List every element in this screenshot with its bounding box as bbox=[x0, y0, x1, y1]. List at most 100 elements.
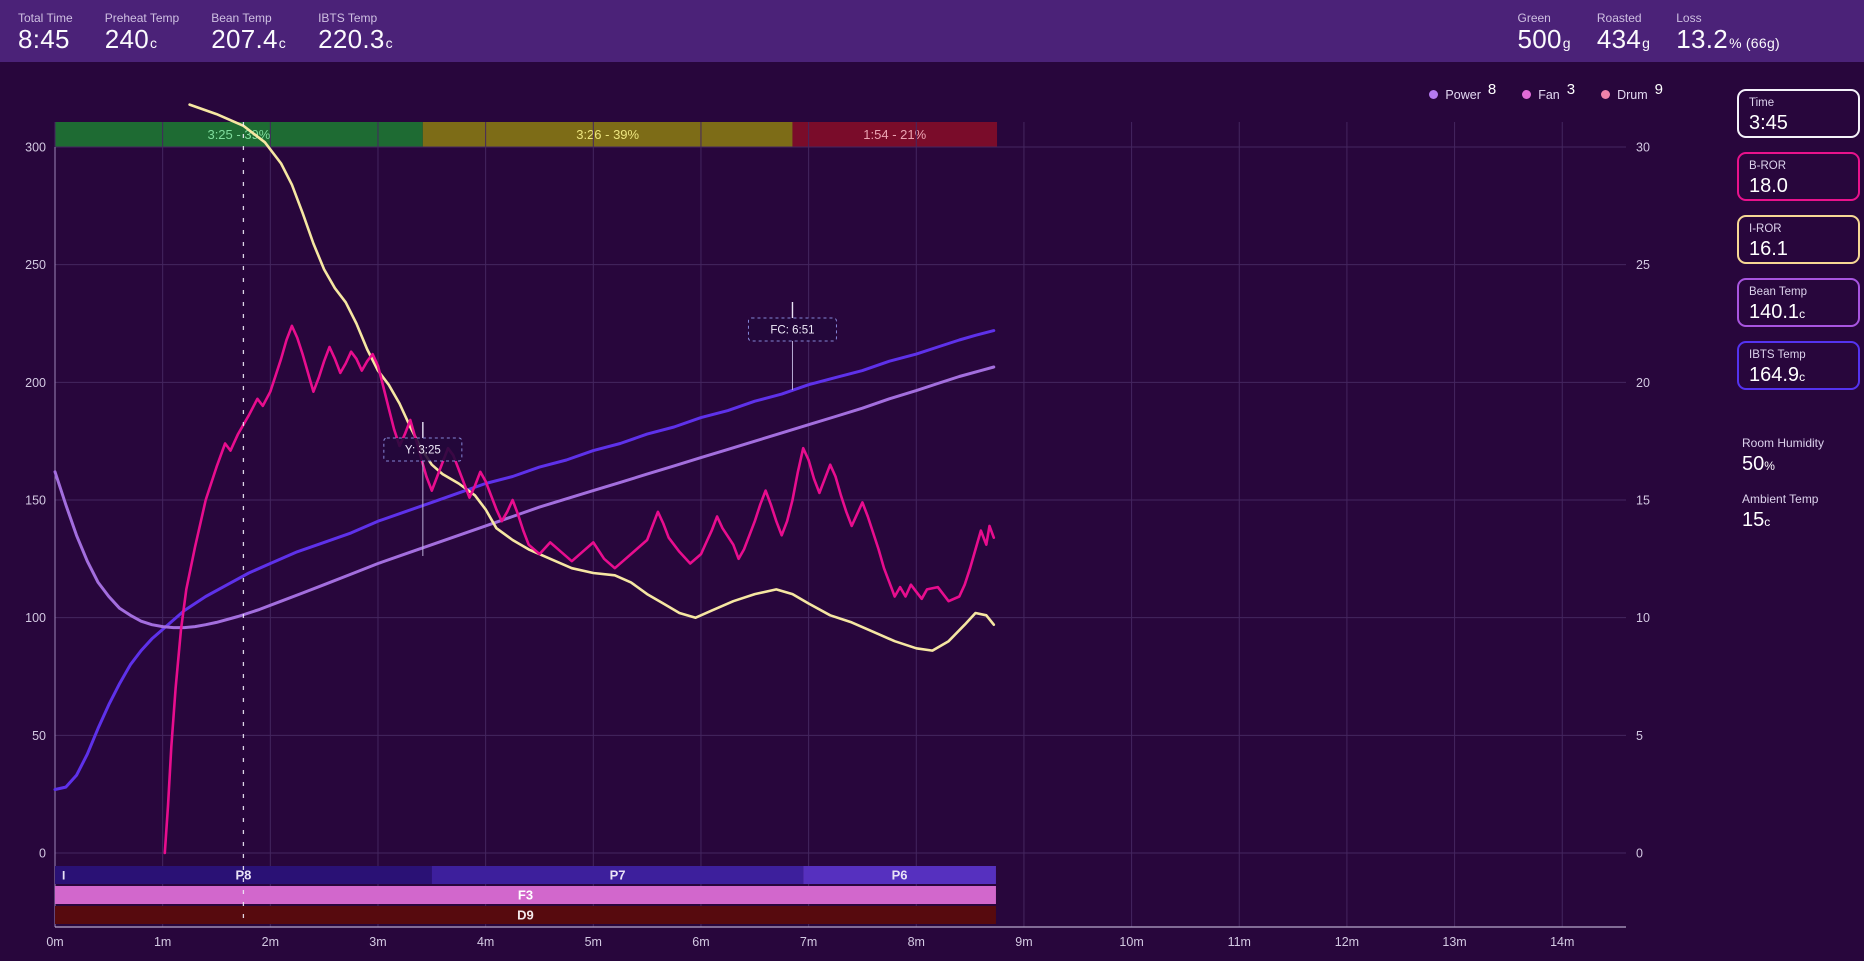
card-label: I-ROR bbox=[1749, 223, 1782, 235]
env-value: 50% bbox=[1742, 453, 1775, 475]
stat-label: Preheat Temp bbox=[104, 10, 180, 25]
x-axis-tick: 10m bbox=[1119, 935, 1143, 949]
stat-ibts-temp: IBTS Temp 220.3c bbox=[318, 11, 393, 52]
stat-value: 13.2% (66g) bbox=[1676, 23, 1780, 54]
x-axis-tick: 2m bbox=[262, 935, 279, 949]
header-right-stats: Green 500g Roasted 434g Loss 13.2% (66g) bbox=[1518, 11, 1781, 52]
stat-preheat-temp: Preheat Temp 240c bbox=[105, 11, 180, 52]
x-axis-tick: 14m bbox=[1550, 935, 1574, 949]
y-axis-right-tick: 20 bbox=[1636, 376, 1650, 390]
phase-segment bbox=[792, 122, 998, 147]
power-bar-segment-p8 bbox=[55, 866, 432, 884]
header-left-stats: Total Time 8:45 Preheat Temp 240c Bean Temp 2… bbox=[18, 11, 393, 52]
y-axis-left-tick: 0 bbox=[39, 847, 46, 861]
roast-curves-chart[interactable]: 3:25 - 39% 3:26 - 39% 1:54 - 21%3002502001… bbox=[0, 62, 1730, 961]
card-value: 16.1 bbox=[1749, 237, 1788, 260]
x-axis-tick: 1m bbox=[154, 935, 171, 949]
live-readings-sidebar: Time 3:45 B-ROR 18.0 I-ROR 16.1 Bean Temp 140.1… bbox=[1730, 62, 1864, 961]
stat-value: 8:45 bbox=[18, 23, 70, 54]
legend-label: Power bbox=[1445, 87, 1481, 102]
svg-text:1:54 - 21%: 1:54 - 21% bbox=[863, 127, 926, 142]
environment-readings: Room Humidity 50% Ambient Temp 15c bbox=[1737, 436, 1860, 532]
y-axis-right-tick: 5 bbox=[1636, 729, 1643, 743]
card-value: 140.1c bbox=[1749, 300, 1806, 323]
y-axis-right-tick: 10 bbox=[1636, 611, 1650, 625]
svg-text:I: I bbox=[62, 869, 65, 883]
y-axis-left-tick: 50 bbox=[32, 729, 46, 743]
reading-card-b-ror: B-ROR 18.0 bbox=[1737, 152, 1860, 201]
legend-item-fan[interactable]: Fan 3 bbox=[1522, 81, 1575, 103]
reading-card-ibts-temp: IBTS Temp 164.9c bbox=[1737, 341, 1860, 390]
svg-text:3:25 - 39%: 3:25 - 39% bbox=[207, 127, 270, 142]
stat-label: Loss bbox=[1676, 10, 1702, 25]
x-axis-tick: 11m bbox=[1228, 935, 1251, 949]
phase-segment bbox=[422, 122, 793, 147]
curve-b-ror bbox=[163, 324, 996, 855]
legend-item-drum[interactable]: Drum 9 bbox=[1601, 81, 1663, 103]
curve-bean-temp bbox=[53, 365, 996, 630]
y-axis-left-tick: 100 bbox=[25, 611, 46, 625]
stat-roasted: Roasted 434g bbox=[1597, 11, 1650, 52]
y-axis-left-tick: 300 bbox=[25, 141, 46, 155]
y-axis-left-tick: 200 bbox=[25, 376, 46, 390]
stat-value: 240c bbox=[104, 23, 158, 54]
env-reading-room-humidity: Room Humidity 50% bbox=[1742, 436, 1860, 476]
x-axis-tick: 0m bbox=[46, 935, 63, 949]
reading-card-i-ror: I-ROR 16.1 bbox=[1737, 215, 1860, 264]
x-axis-tick: 9m bbox=[1015, 935, 1032, 949]
power-bar-segment-p6 bbox=[803, 866, 996, 884]
stat-label: Roasted bbox=[1596, 10, 1642, 25]
card-value: 18.0 bbox=[1749, 174, 1788, 197]
card-value: 3:45 bbox=[1749, 111, 1788, 134]
env-label: Room Humidity bbox=[1742, 436, 1825, 450]
x-axis-tick: 5m bbox=[585, 935, 602, 949]
card-label: Time bbox=[1749, 97, 1775, 109]
reading-card-bean-temp: Bean Temp 140.1c bbox=[1737, 278, 1860, 327]
card-label: Bean Temp bbox=[1749, 286, 1807, 298]
card-value: 164.9c bbox=[1749, 363, 1806, 386]
legend-value: 8 bbox=[1487, 81, 1497, 98]
svg-text:3:26 - 39%: 3:26 - 39% bbox=[576, 127, 639, 142]
legend-label: Drum bbox=[1617, 87, 1648, 102]
legend-value: 3 bbox=[1566, 81, 1576, 98]
phase-segment bbox=[55, 122, 423, 147]
y-axis-left-tick: 150 bbox=[25, 494, 46, 508]
stat-value: 207.4c bbox=[211, 23, 287, 54]
drum-bar-segment-d9 bbox=[55, 906, 996, 924]
legend-value: 9 bbox=[1654, 81, 1663, 98]
legend-item-power[interactable]: Power 8 bbox=[1429, 81, 1496, 103]
reading-cards: Time 3:45 B-ROR 18.0 I-ROR 16.1 Bean Temp 140.1… bbox=[1737, 89, 1860, 390]
stat-value: 500g bbox=[1517, 23, 1571, 54]
svg-text:P8: P8 bbox=[235, 868, 251, 883]
chart-legend: Power 8 Fan 3 Drum 9 bbox=[1429, 81, 1663, 103]
stat-green: Green 500g bbox=[1518, 11, 1571, 52]
x-axis-tick: 8m bbox=[908, 935, 925, 949]
svg-text:P6: P6 bbox=[892, 868, 908, 883]
stat-value: 220.3c bbox=[318, 23, 393, 54]
event-annotation-box[interactable] bbox=[383, 437, 463, 462]
legend-label: Fan bbox=[1538, 87, 1560, 102]
stat-label: Bean Temp bbox=[211, 10, 272, 25]
event-annotation-box[interactable] bbox=[747, 317, 837, 342]
stat-label: Total Time bbox=[18, 10, 73, 25]
stat-loss: Loss 13.2% (66g) bbox=[1676, 11, 1780, 52]
env-reading-ambient-temp: Ambient Temp 15c bbox=[1742, 492, 1860, 532]
stat-bean-temp: Bean Temp 207.4c bbox=[211, 11, 286, 52]
reading-card-time: Time 3:45 bbox=[1737, 89, 1860, 138]
env-label: Ambient Temp bbox=[1742, 492, 1819, 506]
stat-label: Green bbox=[1517, 10, 1551, 25]
stat-total-time: Total Time 8:45 bbox=[18, 11, 73, 52]
fan-series-dot bbox=[1522, 90, 1532, 99]
event-annotation-label: FC: 6:51 bbox=[770, 325, 814, 337]
y-axis-right-tick: 0 bbox=[1636, 847, 1643, 861]
svg-text:D9: D9 bbox=[517, 908, 534, 923]
power-series-dot bbox=[1429, 90, 1439, 99]
x-axis-tick: 13m bbox=[1442, 935, 1466, 949]
y-axis-right-tick: 15 bbox=[1636, 494, 1650, 508]
stat-label: IBTS Temp bbox=[318, 10, 378, 25]
svg-text:P7: P7 bbox=[610, 868, 626, 883]
env-value: 15c bbox=[1742, 509, 1771, 531]
y-axis-right-tick: 30 bbox=[1636, 141, 1650, 155]
top-stats-bar: Total Time 8:45 Preheat Temp 240c Bean Temp 2… bbox=[0, 0, 1864, 62]
roast-chart-panel: 3:25 - 39% 3:26 - 39% 1:54 - 21% 300 250 200 1… bbox=[0, 62, 1730, 961]
